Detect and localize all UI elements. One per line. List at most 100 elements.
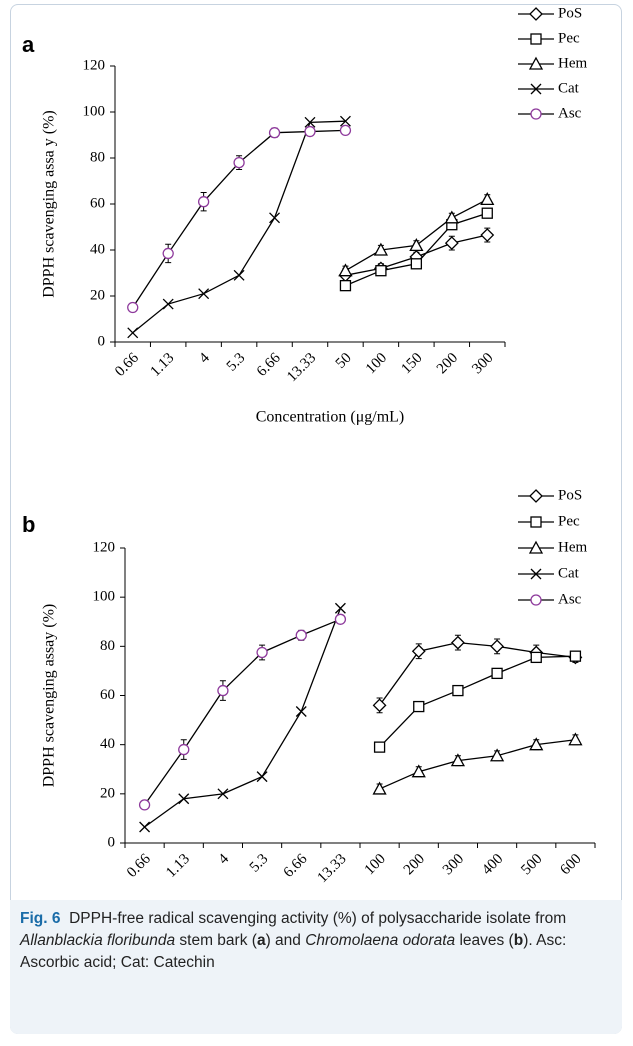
- y-tick-label: 40: [100, 736, 115, 752]
- data-point: [233, 269, 245, 281]
- x-tick-label: 200: [401, 851, 428, 878]
- data-point: [334, 613, 347, 625]
- y-tick-label: 0: [108, 834, 116, 850]
- data-point: [178, 743, 190, 756]
- legend-marker: [530, 568, 542, 580]
- caption-text: b: [513, 932, 524, 949]
- data-point: [295, 629, 307, 641]
- data-point: [481, 207, 493, 219]
- data-point: [217, 684, 229, 697]
- data-point: [489, 748, 505, 762]
- legend-marker: [529, 7, 543, 21]
- y-tick-label: 100: [83, 103, 106, 119]
- legend-marker: [530, 33, 542, 45]
- data-point: [444, 210, 459, 224]
- data-point: [233, 156, 245, 169]
- legend-label: Hem: [558, 539, 587, 555]
- x-tick-label: 100: [363, 350, 390, 377]
- x-tick-label: 6.66: [254, 350, 284, 380]
- legend-label: Pec: [558, 30, 580, 46]
- y-axis-title: DPPH scavenging assa y (%): [41, 110, 58, 298]
- legend-marker: [528, 540, 544, 554]
- legend-marker: [528, 56, 544, 70]
- legend-marker: [529, 489, 543, 503]
- data-point: [373, 242, 389, 256]
- x-tick-label: 0.66: [112, 350, 142, 380]
- x-tick-label: 6.66: [281, 851, 311, 881]
- panel-label: b: [22, 512, 35, 537]
- data-point: [138, 799, 151, 811]
- y-tick-label: 120: [83, 57, 106, 73]
- data-point: [268, 127, 281, 139]
- x-tick-label: 4: [196, 350, 213, 367]
- legend-label: Hem: [558, 55, 587, 71]
- x-tick-label: 13.33: [284, 350, 319, 385]
- data-point: [339, 115, 351, 127]
- data-point: [217, 788, 229, 800]
- caption: Fig. 6 DPPH-free radical scavenging acti…: [10, 900, 622, 1034]
- data-point: [450, 753, 466, 767]
- data-point: [409, 238, 424, 252]
- data-point: [480, 192, 495, 206]
- x-tick-label: 13.33: [314, 851, 349, 886]
- x-tick-label: 4: [216, 851, 233, 868]
- data-point: [304, 116, 316, 128]
- data-point: [480, 228, 495, 242]
- data-point: [372, 698, 387, 713]
- y-axis-title: DPPH scavenging assay (%): [41, 604, 58, 788]
- legend-marker: [530, 516, 542, 528]
- data-point: [198, 288, 210, 300]
- caption-text: Chromolaena odorata: [305, 932, 456, 949]
- legend-label: PoS: [558, 5, 582, 21]
- x-axis-title: Concentration (μg/mL): [256, 409, 405, 426]
- data-point: [411, 644, 426, 659]
- data-point: [338, 263, 353, 277]
- data-point: [530, 651, 542, 664]
- data-point: [162, 298, 174, 310]
- x-tick-label: 5.3: [247, 851, 272, 876]
- x-tick-label: 1.13: [148, 350, 178, 380]
- data-point: [269, 212, 281, 224]
- x-tick-label: 300: [440, 851, 467, 878]
- x-tick-label: 0.66: [124, 851, 154, 881]
- y-tick-label: 100: [93, 589, 116, 605]
- legend-label: Pec: [558, 513, 580, 529]
- x-tick-label: 50: [333, 350, 355, 372]
- data-point: [256, 771, 268, 783]
- y-tick-label: 20: [90, 287, 105, 303]
- caption-text: DPPH-free radical scavenging activity (%…: [69, 910, 567, 927]
- data-point: [162, 247, 174, 260]
- data-point: [139, 821, 151, 833]
- data-point: [569, 650, 582, 662]
- data-point: [256, 646, 268, 659]
- legend-label: Cat: [558, 565, 580, 581]
- x-tick-label: 5.3: [224, 350, 249, 375]
- data-point: [334, 602, 346, 614]
- caption-text: a: [256, 932, 266, 949]
- y-tick-label: 120: [93, 539, 116, 555]
- data-point: [339, 124, 352, 137]
- legend-label: Asc: [558, 591, 582, 607]
- legend-label: Asc: [558, 105, 582, 121]
- data-point: [444, 236, 459, 251]
- series-line: [379, 641, 576, 706]
- legend-marker: [530, 594, 542, 606]
- data-point: [452, 684, 464, 697]
- x-tick-label: 400: [479, 851, 506, 878]
- legend-marker: [530, 83, 542, 95]
- x-tick-label: 200: [434, 350, 461, 377]
- y-tick-label: 60: [90, 195, 105, 211]
- data-point: [411, 764, 426, 778]
- data-point: [529, 737, 544, 751]
- x-tick-label: 300: [469, 350, 496, 377]
- series-line: [379, 655, 576, 748]
- caption-text: ) and: [265, 932, 306, 949]
- data-point: [178, 793, 190, 805]
- y-tick-label: 0: [98, 333, 106, 349]
- data-point: [295, 706, 307, 717]
- data-point: [127, 301, 139, 314]
- x-tick-label: 600: [557, 851, 584, 878]
- x-tick-label: 500: [518, 851, 545, 878]
- y-tick-label: 60: [100, 687, 115, 703]
